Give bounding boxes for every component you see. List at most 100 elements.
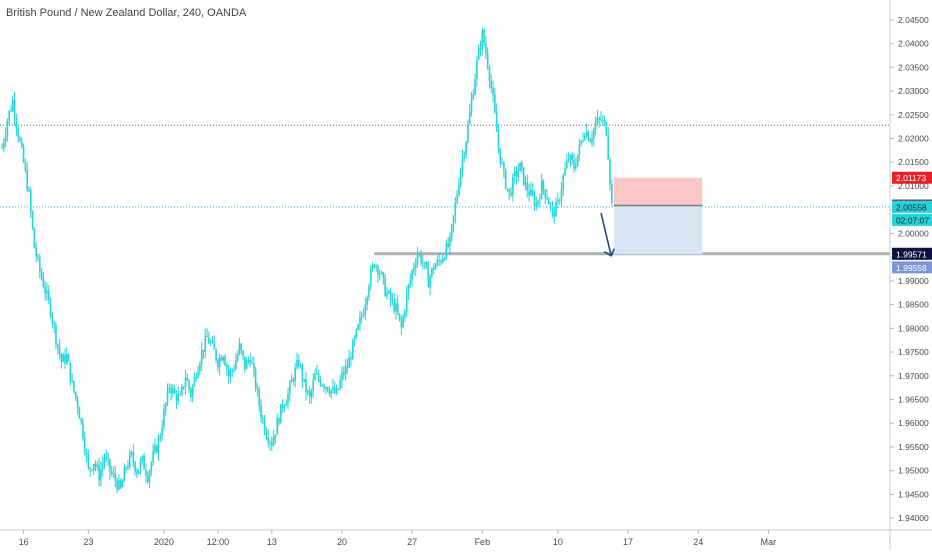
candle-body: [191, 386, 194, 398]
down-arrow-head: [603, 248, 615, 257]
candle-body: [441, 258, 444, 263]
price-label-current: 2.00558: [892, 200, 932, 213]
candle-body: [208, 336, 210, 344]
price-label-level: 1.99571: [892, 247, 932, 260]
candle-body: [47, 290, 50, 300]
candle-body: [296, 360, 298, 368]
price-labels: 2.011732.005892.0055802:07:071.995711.99…: [892, 171, 932, 274]
candle-body: [418, 253, 421, 255]
candle-body: [528, 191, 530, 196]
candle-body: [416, 253, 419, 265]
candle-body: [139, 461, 142, 470]
candle-body: [218, 357, 221, 368]
candle-body: [240, 343, 243, 351]
candle-body: [298, 360, 300, 366]
candle-body: [271, 442, 273, 446]
candle-body: [479, 48, 482, 50]
candle-body: [587, 131, 590, 141]
candle-body: [562, 175, 565, 190]
candle-body: [197, 371, 199, 378]
candle-body: [202, 349, 205, 352]
candle-body: [317, 373, 320, 380]
candle-body: [546, 197, 548, 199]
candle-body: [375, 266, 377, 268]
price-tick-label: 2.04500: [898, 15, 929, 25]
candle-body: [387, 291, 390, 293]
price-tick-label: 1.96500: [898, 395, 929, 405]
candle-body: [116, 480, 118, 490]
candle-body: [112, 473, 115, 475]
candle-body: [53, 322, 55, 326]
price-tick-label: 1.98500: [898, 300, 929, 310]
candle-body: [470, 99, 473, 112]
candle-body: [98, 465, 100, 481]
position-tool[interactable]: [613, 177, 703, 255]
time-tick-label: Mar: [761, 537, 777, 547]
price-label-target: 1.99558: [892, 261, 932, 274]
candle-body: [200, 349, 203, 364]
candle-body: [467, 124, 469, 143]
candle-body: [582, 139, 584, 141]
price-label-text: 1.99571: [896, 249, 927, 259]
candle-body: [233, 369, 235, 371]
price-label-box: [892, 247, 932, 260]
candle-body: [549, 204, 552, 206]
candle-body: [503, 163, 505, 171]
candle-body: [566, 160, 568, 169]
candle-body: [2, 141, 5, 149]
candle-body: [501, 162, 503, 164]
candle-body: [238, 343, 241, 354]
candle-body: [607, 134, 610, 160]
candle-body: [413, 267, 415, 271]
candle-body: [209, 342, 212, 344]
candle-body: [360, 316, 363, 318]
candle-body: [472, 94, 475, 100]
candle-body: [29, 190, 32, 212]
candle-body: [319, 379, 322, 386]
price-tick-label: 2.02000: [898, 134, 929, 144]
candle-body: [42, 278, 45, 288]
candle-body: [65, 354, 68, 363]
candle-body: [83, 437, 86, 452]
candle-body: [121, 481, 124, 488]
candle-body: [589, 140, 592, 143]
candle-body: [260, 405, 262, 418]
candle-body: [11, 99, 14, 111]
candle-body: [533, 195, 536, 207]
candle-body: [548, 198, 550, 205]
candle-body: [605, 122, 608, 135]
candle-body: [247, 360, 250, 362]
candle-body: [312, 380, 314, 391]
candle-body: [315, 373, 318, 375]
candle-body: [537, 200, 539, 205]
candle-body: [305, 379, 307, 393]
candle-body: [157, 439, 160, 453]
candle-body: [26, 169, 28, 190]
price-tick-label: 1.99000: [898, 276, 929, 286]
candle-body: [13, 99, 16, 118]
candle-body: [513, 171, 516, 177]
candle-body: [593, 128, 595, 139]
candle-body: [378, 273, 381, 275]
candle-body: [94, 463, 97, 467]
candle-body: [164, 403, 167, 410]
price-label-text: 2.01173: [896, 173, 926, 183]
candle-body: [301, 365, 304, 381]
candle-body: [508, 188, 511, 193]
candle-body: [542, 180, 545, 190]
candle-body: [292, 379, 295, 381]
price-tick-label: 1.95000: [898, 466, 929, 476]
candle-body: [253, 363, 255, 370]
candle-body: [67, 354, 70, 362]
candle-body: [163, 409, 165, 428]
candle-body: [137, 469, 140, 474]
candle-body: [573, 160, 575, 169]
candle-body: [28, 189, 30, 191]
candle-body: [35, 248, 37, 257]
horizontal-levels: [0, 124, 890, 256]
candle-body: [609, 159, 611, 184]
candle-body: [6, 120, 9, 135]
candle-body: [44, 287, 46, 294]
